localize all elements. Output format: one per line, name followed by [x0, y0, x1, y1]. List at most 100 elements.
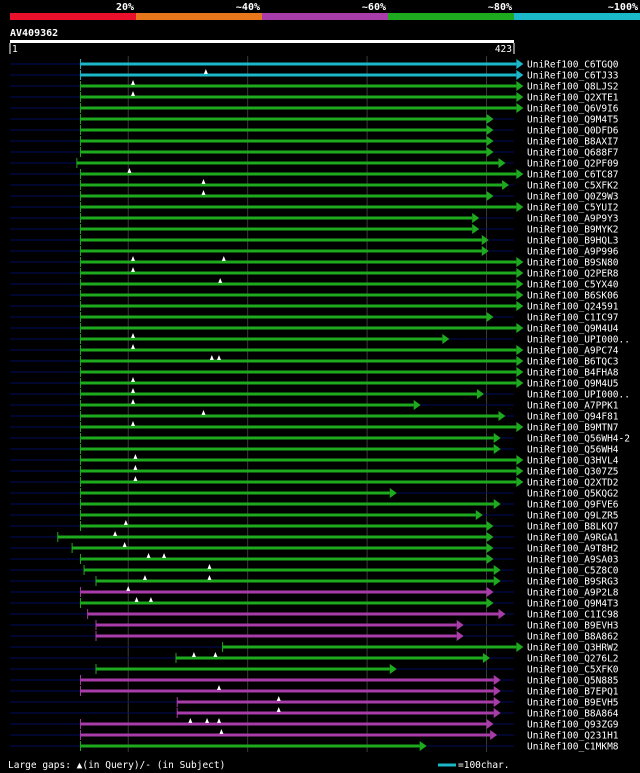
hit-row[interactable]: UniRef100_Q0DFD6 — [10, 125, 619, 137]
hit-label[interactable]: UniRef100_B9SN80 — [527, 258, 619, 269]
hit-label[interactable]: UniRef100_Q5KQG2 — [527, 489, 619, 500]
hit-label[interactable]: UniRef100_Q2PER8 — [527, 269, 619, 280]
hit-label[interactable]: UniRef100_C5Z8C0 — [527, 566, 619, 577]
hit-label[interactable]: UniRef100_B8AXI7 — [527, 137, 619, 148]
hit-row[interactable]: UniRef100_B8A862 — [10, 631, 619, 643]
hit-row[interactable]: UniRef100_C5XFK2 — [10, 179, 619, 192]
hit-row[interactable]: UniRef100_B9EVH3 — [10, 620, 619, 632]
hit-label[interactable]: UniRef100_C1IC97 — [527, 313, 619, 324]
hit-label[interactable]: UniRef100_Q9M4T3 — [527, 599, 619, 610]
hit-label[interactable]: UniRef100_Q231H1 — [527, 731, 619, 742]
hit-label[interactable]: UniRef100_B8A864 — [527, 709, 619, 720]
hit-label[interactable]: UniRef100_C5YX40 — [527, 280, 619, 291]
hit-label[interactable]: UniRef100_Q2XTE1 — [527, 93, 619, 104]
hit-row[interactable]: UniRef100_A9T8H2 — [10, 542, 619, 555]
hit-label[interactable]: UniRef100_A9T8H2 — [527, 544, 619, 555]
hit-row[interactable]: UniRef100_B9MYK2 — [10, 224, 619, 236]
hit-row[interactable]: UniRef100_C6TC87 — [10, 168, 619, 181]
hit-label[interactable]: UniRef100_A9SA03 — [527, 555, 619, 566]
hit-label[interactable]: UniRef100_UPI000.. — [527, 390, 630, 401]
hit-row[interactable]: UniRef100_Q9M4T5 — [10, 114, 619, 126]
hit-label[interactable]: UniRef100_Q93ZG9 — [527, 720, 619, 731]
hit-row[interactable]: UniRef100_B7EPQ1 — [10, 685, 619, 698]
hit-label[interactable]: UniRef100_Q9M4U4 — [527, 324, 619, 335]
hit-row[interactable]: UniRef100_B8LKQ7 — [10, 520, 619, 533]
hit-row[interactable]: UniRef100_C5XFK0 — [10, 664, 619, 676]
hit-row[interactable]: UniRef100_C1MKM8 — [10, 741, 619, 753]
hit-row[interactable]: UniRef100_C6TGQ0 — [10, 59, 619, 71]
hit-row[interactable]: UniRef100_B9HQL3 — [10, 235, 619, 247]
hit-label[interactable]: UniRef100_B9EVH3 — [527, 621, 619, 632]
hit-row[interactable]: UniRef100_Q6V9I6 — [10, 103, 619, 115]
hit-label[interactable]: UniRef100_Q688F7 — [527, 148, 619, 159]
hit-label[interactable]: UniRef100_Q9LZR5 — [527, 511, 619, 522]
hit-row[interactable]: UniRef100_B4FHA8 — [10, 367, 619, 379]
hit-row[interactable]: UniRef100_Q56WH4 — [10, 444, 619, 456]
hit-row[interactable]: UniRef100_Q9M4U5 — [10, 377, 619, 390]
hit-label[interactable]: UniRef100_A9P996 — [527, 247, 619, 258]
hit-row[interactable]: UniRef100_C6TJ33 — [10, 69, 619, 82]
hit-label[interactable]: UniRef100_Q5N885 — [527, 676, 619, 687]
hit-label[interactable]: UniRef100_Q6V9I6 — [527, 104, 619, 115]
hit-row[interactable]: UniRef100_B8AXI7 — [10, 136, 619, 148]
hit-label[interactable]: UniRef100_Q94F81 — [527, 412, 619, 423]
hit-label[interactable]: UniRef100_Q3HRW2 — [527, 643, 619, 654]
hit-row[interactable]: UniRef100_Q3HVL4 — [10, 454, 619, 467]
hit-row[interactable]: UniRef100_Q9FVE6 — [10, 499, 619, 511]
hit-row[interactable]: UniRef100_Q93ZG9 — [10, 718, 619, 731]
hit-label[interactable]: UniRef100_B6TQC3 — [527, 357, 619, 368]
hit-label[interactable]: UniRef100_B9MTN7 — [527, 423, 619, 434]
hit-row[interactable]: UniRef100_Q9LZR5 — [10, 510, 619, 522]
hit-label[interactable]: UniRef100_C6TJ33 — [527, 71, 619, 82]
hit-label[interactable]: UniRef100_Q307Z5 — [527, 467, 619, 478]
hit-label[interactable]: UniRef100_A7PPK1 — [527, 401, 619, 412]
hit-label[interactable]: UniRef100_C6TC87 — [527, 170, 619, 181]
hit-row[interactable]: UniRef100_B9EVH5 — [10, 696, 619, 709]
hit-row[interactable]: UniRef100_B6SK06 — [10, 290, 619, 302]
hit-row[interactable]: UniRef100_Q5KQG2 — [10, 488, 619, 500]
hit-row[interactable]: UniRef100_Q2XTE1 — [10, 91, 619, 104]
hit-label[interactable]: UniRef100_Q0DFD6 — [527, 126, 619, 137]
hit-row[interactable]: UniRef100_A9P996 — [10, 246, 619, 258]
hit-label[interactable]: UniRef100_C5XFK2 — [527, 181, 619, 192]
hit-row[interactable]: UniRef100_Q0Z9W3 — [10, 190, 619, 203]
hit-row[interactable]: UniRef100_A9PC74 — [10, 344, 619, 357]
hit-label[interactable]: UniRef100_B9HQL3 — [527, 236, 619, 247]
hit-label[interactable]: UniRef100_A9P2L8 — [527, 588, 619, 599]
hit-row[interactable]: UniRef100_A9P9Y3 — [10, 213, 619, 225]
hit-row[interactable]: UniRef100_Q56WH4-2 — [10, 433, 630, 445]
hit-label[interactable]: UniRef100_Q56WH4-2 — [527, 434, 630, 445]
hit-label[interactable]: UniRef100_C5YUI2 — [527, 203, 619, 214]
hit-row[interactable]: UniRef100_C5Z8C0 — [10, 564, 619, 577]
hit-label[interactable]: UniRef100_B6SK06 — [527, 291, 619, 302]
hit-row[interactable]: UniRef100_B9SN80 — [10, 256, 619, 269]
hit-row[interactable]: UniRef100_C5YX40 — [10, 278, 619, 291]
hit-row[interactable]: UniRef100_Q2PF09 — [10, 158, 619, 170]
hit-label[interactable]: UniRef100_B8A862 — [527, 632, 619, 643]
hit-row[interactable]: UniRef100_Q9M4T3 — [10, 597, 619, 610]
hit-label[interactable]: UniRef100_Q9FVE6 — [527, 500, 619, 511]
hit-label[interactable]: UniRef100_Q9M4T5 — [527, 115, 619, 126]
hit-row[interactable]: UniRef100_Q8LJS2 — [10, 80, 619, 93]
hit-row[interactable]: UniRef100_C1IC97 — [10, 312, 619, 324]
hit-row[interactable]: UniRef100_C1IC98 — [10, 609, 619, 621]
hit-row[interactable]: UniRef100_Q688F7 — [10, 147, 619, 159]
hit-row[interactable]: UniRef100_Q9M4U4 — [10, 323, 619, 335]
hit-label[interactable]: UniRef100_C1IC98 — [527, 610, 619, 621]
hit-label[interactable]: UniRef100_A9RGA1 — [527, 533, 619, 544]
hit-row[interactable]: UniRef100_UPI000.. — [10, 333, 630, 346]
hit-row[interactable]: UniRef100_Q231H1 — [10, 729, 619, 742]
hit-row[interactable]: UniRef100_Q3HRW2 — [10, 642, 619, 654]
hit-label[interactable]: UniRef100_Q2XTD2 — [527, 478, 619, 489]
hit-label[interactable]: UniRef100_B9MYK2 — [527, 225, 619, 236]
hit-label[interactable]: UniRef100_UPI000.. — [527, 335, 630, 346]
hit-row[interactable]: UniRef100_UPI000.. — [10, 388, 630, 401]
hit-label[interactable]: UniRef100_B8LKQ7 — [527, 522, 619, 533]
hit-label[interactable]: UniRef100_Q56WH4 — [527, 445, 619, 456]
hit-label[interactable]: UniRef100_Q276L2 — [527, 654, 619, 665]
hit-row[interactable]: UniRef100_C5YUI2 — [10, 202, 619, 214]
hit-row[interactable]: UniRef100_Q5N885 — [10, 675, 619, 687]
hit-label[interactable]: UniRef100_Q0Z9W3 — [527, 192, 619, 203]
hit-row[interactable]: UniRef100_Q94F81 — [10, 410, 619, 423]
hit-label[interactable]: UniRef100_B7EPQ1 — [527, 687, 619, 698]
